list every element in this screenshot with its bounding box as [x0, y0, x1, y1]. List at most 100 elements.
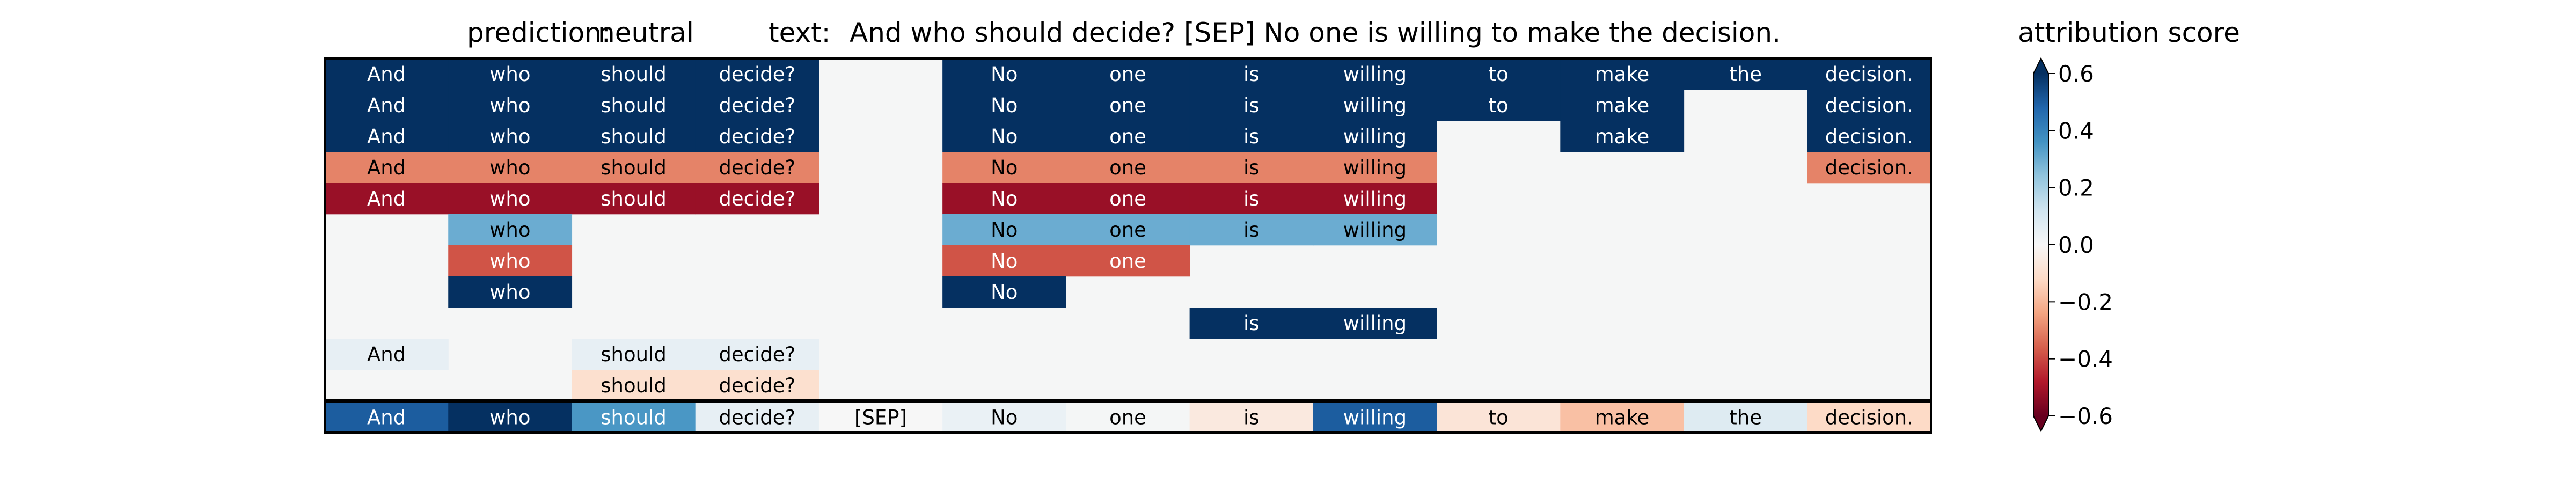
heatmap-cell-label: No — [991, 63, 1018, 86]
heatmap-cell — [1807, 152, 1931, 184]
heatmap-cell — [448, 121, 573, 152]
heatmap-cell-label: should — [601, 94, 667, 117]
heatmap-cell-label: should — [601, 125, 667, 148]
heatmap-cell — [572, 58, 696, 90]
heatmap-cell-label: willing — [1343, 156, 1407, 179]
heatmap-cell-label: should — [601, 63, 667, 86]
heatmap-cell-label: decision. — [1825, 94, 1913, 117]
summary-cell — [572, 402, 696, 433]
heatmap-cell — [1313, 121, 1437, 152]
heatmap-cell-label: No — [991, 250, 1018, 273]
heatmap-cell — [695, 58, 819, 90]
summary-cell — [1066, 402, 1190, 433]
heatmap-cell-label: decision. — [1825, 63, 1913, 86]
heatmap-cell — [695, 183, 819, 215]
heatmap-cell-label: one — [1109, 63, 1146, 86]
heatmap-cell — [942, 58, 1066, 90]
heatmap-cell-label: No — [991, 94, 1018, 117]
heatmap-cell-label: the — [1729, 63, 1762, 86]
heatmap-cell-label: And — [367, 94, 406, 117]
heatmap-cell — [572, 339, 696, 370]
heatmap-cell — [1189, 90, 1314, 121]
heatmap-cell-label: And — [367, 125, 406, 148]
heatmap-cell-label: No — [991, 156, 1018, 179]
heatmap-cell-label: is — [1243, 156, 1260, 179]
heatmap: And who should decide? No one is willing to make t… — [325, 58, 1931, 433]
heatmap-cell-label: decide? — [719, 156, 795, 179]
colorbar-max-arrow — [2033, 58, 2048, 74]
heatmap-cell — [1807, 121, 1931, 152]
heatmap-cell-label: should — [601, 156, 667, 179]
heatmap-cell-label: is — [1243, 125, 1260, 148]
heatmap-cell-label: who — [489, 156, 530, 179]
heatmap-cell-label: one — [1109, 218, 1146, 241]
heatmap-cell — [1066, 58, 1190, 90]
heatmap-cell — [695, 121, 819, 152]
summary-cell — [818, 402, 943, 433]
heatmap-cell-label: one — [1109, 94, 1146, 117]
heatmap-cell — [1066, 152, 1190, 184]
heatmap-cell-label: one — [1109, 187, 1146, 210]
heatmap-cell — [325, 121, 449, 152]
heatmap-cell — [1807, 58, 1931, 90]
heatmap-cell-label: one — [1109, 250, 1146, 273]
heatmap-cell-label: And — [367, 156, 406, 179]
heatmap-cell — [448, 214, 573, 246]
summary-cell-label: [SEP] — [854, 406, 907, 429]
heatmap-cell — [448, 58, 573, 90]
heatmap-cell — [1560, 58, 1685, 90]
heatmap-cell — [1066, 121, 1190, 152]
heatmap-cell — [942, 121, 1066, 152]
heatmap-cell-label: willing — [1343, 63, 1407, 86]
heatmap-cell-label: No — [991, 125, 1018, 148]
heatmap-cell — [1313, 183, 1437, 215]
heatmap-cell — [942, 214, 1066, 246]
heatmap-cell-label: who — [489, 125, 530, 148]
heatmap-frame — [324, 57, 1932, 434]
heatmap-cell — [942, 245, 1066, 277]
text-value: And who should decide? [SEP] No one is w… — [850, 17, 1781, 48]
text-label: text: — [769, 17, 831, 48]
colorbar: 0.6 0.4 0.2 0.0 −0.2 −0.4 −0.6 — [2033, 57, 2113, 433]
heatmap-cell — [695, 339, 819, 370]
heatmap-cell-label: is — [1243, 312, 1260, 335]
summary-cell — [1189, 402, 1314, 433]
heatmap-cell — [1066, 214, 1190, 246]
colorbar-tick-label: −0.6 — [2058, 403, 2113, 429]
summary-cell — [695, 402, 819, 433]
summary-cell-label: willing — [1343, 406, 1407, 429]
heatmap-cell-label: decide? — [719, 343, 795, 366]
heatmap-cell — [1313, 58, 1437, 90]
heatmap-cell — [695, 90, 819, 121]
heatmap-cell-label: who — [489, 63, 530, 86]
summary-cell-label: And — [367, 406, 406, 429]
heatmap-cell — [448, 183, 573, 215]
colorbar-tick-label: −0.4 — [2058, 346, 2113, 372]
heatmap-cell — [942, 152, 1066, 184]
heatmap-cell-label: is — [1243, 63, 1260, 86]
summary-cell-label: make — [1595, 406, 1650, 429]
heatmap-cell — [325, 339, 449, 370]
colorbar-min-arrow — [2033, 416, 2048, 431]
heatmap-cell-label: to — [1489, 63, 1509, 86]
heatmap-cell-label: willing — [1343, 218, 1407, 241]
heatmap-cell-label: to — [1489, 94, 1509, 117]
heatmap-cell — [942, 183, 1066, 215]
heatmap-cell — [942, 90, 1066, 121]
summary-cell-label: should — [601, 406, 667, 429]
heatmap-cell-label: who — [489, 218, 530, 241]
heatmap-cell — [942, 276, 1066, 308]
colorbar-gradient — [2033, 74, 2048, 416]
heatmap-cell — [572, 90, 696, 121]
heatmap-cell-label: one — [1109, 156, 1146, 179]
heatmap-cell-label: willing — [1343, 94, 1407, 117]
summary-cell — [325, 402, 449, 433]
summary-cell-label: to — [1489, 406, 1509, 429]
heatmap-cell-label: should — [601, 343, 667, 366]
heatmap-cell-label: make — [1595, 94, 1650, 117]
summary-cell-label: decide? — [719, 406, 795, 429]
heatmap-cell — [1560, 90, 1685, 121]
summary-cell-label: No — [991, 406, 1018, 429]
heatmap-cell-label: should — [601, 187, 667, 210]
